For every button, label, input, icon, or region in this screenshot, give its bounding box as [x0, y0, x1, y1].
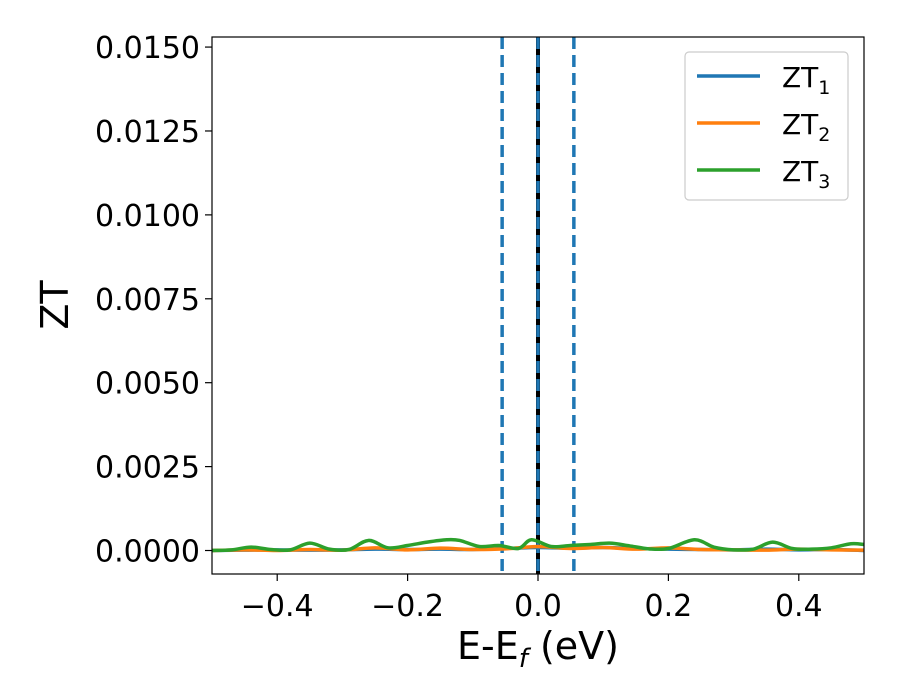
y-tick-label: 0.0125	[95, 115, 200, 150]
y-tick-label: 0.0100	[95, 199, 200, 234]
y-tick-label: 0.0075	[95, 283, 200, 318]
y-tick-label: 0.0050	[95, 367, 200, 402]
x-axis-ticks: −0.4 −0.2 0.0 0.2 0.4	[241, 574, 823, 624]
series-line-zt3	[212, 537, 864, 553]
legend-label: ZT2	[782, 108, 830, 146]
y-axis-ticks: 0.0000 0.0025 0.0050 0.0075 0.0100 0.0125 0.01…	[95, 31, 212, 570]
x-tick-label: 0.2	[645, 589, 693, 624]
legend-label: ZT1	[782, 61, 830, 99]
legend-entry-zt1: ZT1	[697, 61, 830, 99]
series-layer	[212, 537, 864, 553]
series-line-zt2	[212, 544, 864, 553]
x-tick-label: −0.2	[371, 589, 444, 624]
legend: ZT1 ZT2 ZT3	[684, 51, 849, 201]
x-tick-label: 0.0	[514, 589, 562, 624]
reference-lines	[500, 37, 576, 574]
legend-entry-zt2: ZT2	[697, 108, 830, 146]
legend-entry-zt3: ZT3	[697, 155, 830, 193]
legend-label: ZT3	[782, 155, 830, 193]
y-axis-label: ZT	[33, 280, 77, 330]
x-tick-label: 0.4	[775, 589, 823, 624]
y-tick-label: 0.0000	[95, 535, 200, 570]
x-axis-label: E-Ef (eV)	[457, 624, 619, 674]
x-tick-label: −0.4	[241, 589, 314, 624]
y-tick-label: 0.0150	[95, 31, 200, 66]
y-tick-label: 0.0025	[95, 451, 200, 486]
legend-frame	[684, 51, 849, 201]
